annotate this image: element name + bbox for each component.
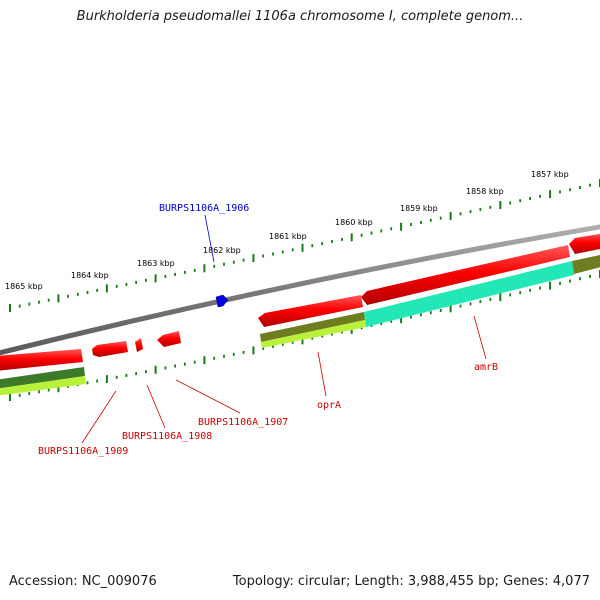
gene-feature-1908[interactable] <box>135 338 143 352</box>
scale-label-1861: 1861 kbp <box>269 232 307 241</box>
leader-line-1906 <box>204 214 215 263</box>
gene-label-1906[interactable]: BURPS1106A_1906 <box>159 203 249 214</box>
gene-feature-1909[interactable] <box>92 341 128 357</box>
leader-line-oprA <box>317 351 327 397</box>
scale-label-1858: 1858 kbp <box>466 187 504 196</box>
gene-feature-amrB-red[interactable] <box>361 245 570 305</box>
scale-label-1863: 1863 kbp <box>137 259 175 268</box>
scale-label-1857: 1857 kbp <box>531 170 569 179</box>
leader-line-amrB <box>473 315 487 360</box>
gene-feature-right-red[interactable] <box>569 233 600 254</box>
feature-band-lime-left <box>0 376 86 396</box>
gene-feature-1906[interactable] <box>215 294 229 308</box>
gene-feature-left-red[interactable] <box>0 349 83 371</box>
scale-label-1865: 1865 kbp <box>5 282 43 291</box>
gene-label-1909[interactable]: BURPS1106A_1909 <box>38 446 128 457</box>
feature-band-olive-right <box>572 255 600 274</box>
gene-label-amrB[interactable]: amrB <box>474 362 498 373</box>
outer-scale-ruler <box>9 179 600 312</box>
map-title: Burkholderia pseudomallei 1106a chromoso… <box>76 9 524 24</box>
gene-feature-1907[interactable] <box>157 331 181 347</box>
gene-label-1908[interactable]: BURPS1106A_1908 <box>122 431 212 442</box>
feature-band-olive-left <box>0 367 85 389</box>
scale-label-1864: 1864 kbp <box>71 271 109 280</box>
genome-backbone <box>0 224 600 356</box>
feature-band-aqua <box>364 261 574 327</box>
feature-band-olive-mid <box>260 312 365 342</box>
leader-line-1907 <box>175 379 241 414</box>
accession-text: Accession: NC_009076 <box>9 574 157 589</box>
gene-feature-oprA-red[interactable] <box>258 295 363 327</box>
leader-line-1908 <box>146 384 166 429</box>
gene-label-oprA[interactable]: oprA <box>317 400 341 411</box>
gene-label-1907[interactable]: BURPS1106A_1907 <box>198 417 288 428</box>
genome-summary-text: Topology: circular; Length: 3,988,455 bp… <box>232 574 590 589</box>
scale-label-1859: 1859 kbp <box>400 204 438 213</box>
scale-label-1862: 1862 kbp <box>203 246 241 255</box>
feature-band-lime-mid <box>261 320 366 348</box>
leader-line-1909 <box>81 390 117 444</box>
scale-label-1860: 1860 kbp <box>335 218 373 227</box>
